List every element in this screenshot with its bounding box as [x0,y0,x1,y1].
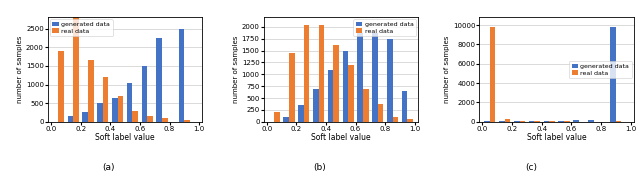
Bar [342,51,348,122]
Bar [573,120,579,122]
Bar [147,116,153,122]
Bar [610,27,616,122]
X-axis label: Soft label value: Soft label value [95,133,155,142]
Text: (c): (c) [525,163,537,172]
Bar [372,33,378,122]
Bar [162,118,168,122]
Bar [363,89,369,122]
Bar [298,105,304,122]
Bar [558,121,564,122]
Bar [402,91,408,122]
Bar [588,120,593,122]
Bar [378,104,383,122]
Bar [156,38,162,122]
Bar [179,29,184,122]
Bar [357,33,363,122]
Bar [58,51,64,122]
Bar [549,121,555,122]
Legend: generated data, real data: generated data, real data [569,61,632,78]
Bar [304,25,309,122]
Bar [514,121,520,122]
Bar [88,60,93,122]
Legend: generated data, real data: generated data, real data [50,19,113,36]
Bar [103,77,108,122]
Bar [348,65,354,122]
Bar [328,70,333,122]
Bar [83,112,88,122]
Bar [284,117,289,122]
X-axis label: Soft label value: Soft label value [527,133,586,142]
Bar [490,27,495,122]
X-axis label: Soft label value: Soft label value [311,133,371,142]
Y-axis label: number of samples: number of samples [17,36,23,103]
Bar [387,39,393,122]
Bar [333,45,339,122]
Bar [97,103,103,122]
Bar [505,119,510,122]
Bar [141,66,147,122]
Text: (a): (a) [102,163,115,172]
Text: (b): (b) [314,163,326,172]
Bar [520,121,525,122]
Bar [184,120,190,122]
Bar [616,121,621,122]
Y-axis label: number of samples: number of samples [444,36,450,103]
Bar [313,89,319,122]
Bar [132,111,138,122]
Bar [393,117,398,122]
Bar [127,83,132,122]
Bar [73,0,79,122]
Bar [289,53,294,122]
Bar [564,121,570,122]
Bar [274,112,280,122]
Bar [408,119,413,122]
Y-axis label: number of samples: number of samples [233,36,239,103]
Bar [112,98,118,122]
Bar [68,116,73,122]
Bar [319,25,324,122]
Bar [534,121,540,122]
Bar [543,121,549,122]
Bar [529,121,534,122]
Bar [484,121,490,122]
Legend: generated data, real data: generated data, real data [353,19,416,36]
Bar [118,96,124,122]
Bar [499,121,505,122]
